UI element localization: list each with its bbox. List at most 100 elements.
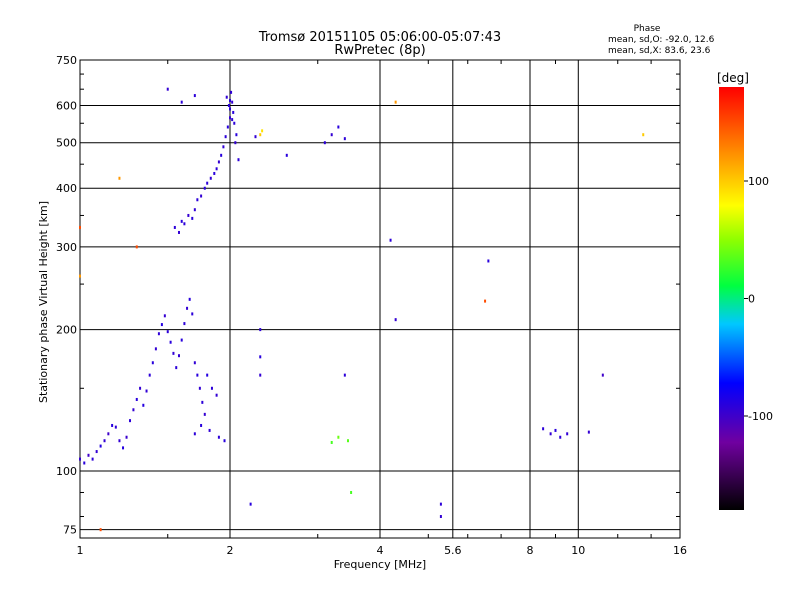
echo-point — [227, 104, 230, 108]
echo-point — [193, 432, 196, 436]
echo-point — [175, 366, 178, 370]
echo-point — [188, 297, 191, 301]
colorbar-tick-label: 0 — [748, 293, 755, 306]
echo-point — [196, 198, 199, 202]
echo-point — [193, 361, 196, 365]
echo-point — [439, 515, 442, 519]
echo-point — [145, 389, 148, 393]
echo-point — [111, 423, 114, 427]
x-tick-label: 1 — [77, 544, 84, 557]
y-tick-label: 300 — [56, 241, 77, 254]
echo-point — [642, 133, 645, 137]
echo-point — [196, 373, 199, 377]
echo-point — [259, 355, 262, 359]
y-tick-label: 75 — [63, 524, 77, 537]
echo-point — [439, 502, 442, 506]
echo-point — [180, 338, 183, 342]
echo-point — [125, 435, 128, 439]
echo-point — [394, 318, 397, 322]
echo-point — [118, 176, 121, 180]
plot-axes: 75 100 200 300 400 500 600 750 1 2 4 8 16 5.6 10 — [56, 54, 687, 557]
echo-point — [337, 125, 340, 129]
echo-point — [172, 351, 175, 355]
echo-point — [350, 490, 353, 494]
echo-point — [209, 176, 212, 180]
echo-point — [183, 322, 186, 326]
echo-point — [91, 457, 94, 461]
echo-point — [154, 347, 157, 351]
echo-point — [225, 95, 228, 99]
echo-point — [233, 121, 236, 125]
echo-point — [542, 427, 545, 431]
echo-point — [337, 435, 340, 439]
echo-point — [254, 135, 257, 139]
echo-point — [484, 299, 487, 303]
echo-point — [217, 435, 220, 439]
echo-point — [99, 444, 102, 448]
echo-point — [163, 314, 166, 318]
echo-point — [343, 137, 346, 141]
echo-point — [193, 94, 196, 98]
echo-point — [554, 428, 557, 432]
echo-point — [160, 323, 163, 327]
echo-point — [99, 528, 102, 532]
colorbar-tick-label: 100 — [748, 175, 769, 188]
echo-point — [330, 133, 333, 137]
echo-point — [173, 225, 176, 229]
echo-point — [261, 129, 264, 133]
echo-point — [394, 100, 397, 104]
echo-point — [217, 160, 220, 164]
x-tick-label: 10 — [571, 544, 585, 557]
y-axis-label: Stationary phase Virtual Height [km] — [37, 201, 50, 403]
echo-point — [203, 412, 206, 416]
echo-point — [566, 432, 569, 436]
echo-point — [323, 141, 326, 145]
x-tick-label: 16 — [673, 544, 687, 557]
echo-point — [208, 428, 211, 432]
echo-point — [343, 373, 346, 377]
echo-point — [231, 100, 234, 104]
echo-point — [330, 440, 333, 444]
echo-point — [213, 171, 216, 175]
echo-point — [193, 208, 196, 212]
echo-point — [79, 457, 81, 461]
echo-point — [601, 373, 604, 377]
echo-point — [259, 133, 262, 137]
chart-title: Tromsø 20151105 05:06:00-05:07:43 — [258, 30, 501, 45]
echo-point — [180, 219, 183, 223]
echo-point — [135, 397, 138, 401]
echo-point — [95, 450, 98, 454]
echo-point — [487, 259, 490, 263]
echo-point — [107, 432, 110, 436]
echo-point — [103, 439, 106, 443]
echo-point — [79, 274, 81, 278]
echo-point — [210, 386, 213, 390]
echo-point — [118, 439, 121, 443]
y-tick-label: 200 — [56, 324, 77, 337]
x-tick-label: 8 — [527, 544, 534, 557]
y-tick-label: 600 — [56, 100, 77, 113]
x-tick-label: 5.6 — [444, 544, 462, 557]
echo-point — [587, 430, 590, 434]
echo-point — [346, 439, 349, 443]
colorbar — [719, 87, 744, 510]
echo-point — [187, 213, 190, 217]
echo-point — [186, 306, 189, 310]
echo-point — [83, 461, 86, 465]
colorbar-ticks: 100 0 -100 — [744, 175, 773, 423]
echo-point — [177, 354, 180, 358]
x-tick-label: 4 — [377, 544, 384, 557]
echo-point — [234, 141, 237, 145]
echo-point — [191, 312, 194, 316]
echo-point — [151, 361, 154, 365]
stats-line-o: mean, sd,O: -92.0, 12.6 — [608, 35, 715, 45]
colorbar-tick-label: -100 — [748, 410, 773, 423]
y-tick-label: 100 — [56, 465, 77, 478]
echo-point — [206, 373, 209, 377]
echo-point — [166, 330, 169, 334]
echo-point — [235, 133, 238, 137]
echo-point — [129, 419, 132, 423]
echo-point — [200, 194, 203, 198]
x-tick-label: 2 — [227, 544, 234, 557]
